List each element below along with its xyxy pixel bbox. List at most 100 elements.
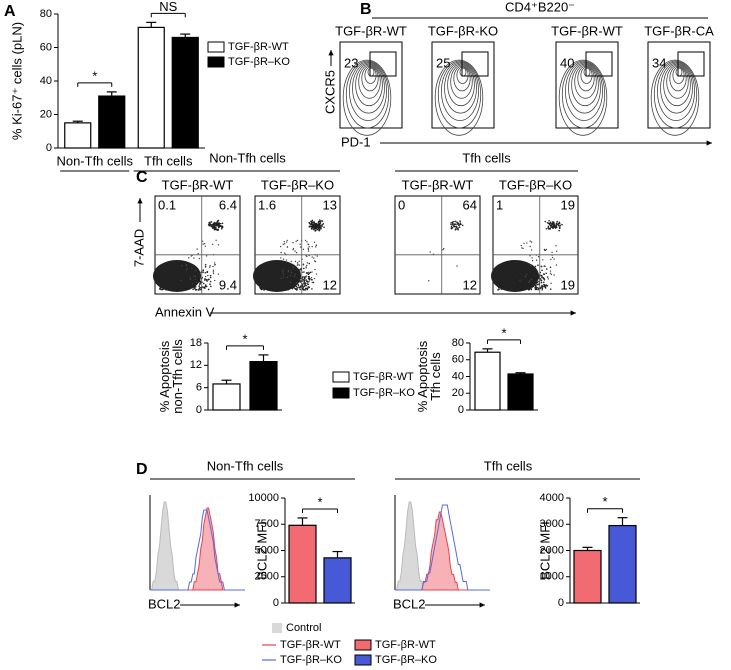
cell-dot [280, 251, 282, 254]
cell-dot [287, 287, 290, 289]
cell-dot [536, 281, 539, 284]
contour [440, 61, 479, 121]
cell-dot [185, 265, 188, 267]
cell-dot [160, 285, 162, 287]
cell-dot [199, 282, 201, 285]
cell-dot [428, 280, 430, 282]
cell-dot [535, 282, 538, 285]
plot-title: TGF-βR-KO [428, 23, 498, 38]
cell-dot [311, 271, 313, 273]
cell-dot [306, 255, 308, 258]
cell-dot [187, 269, 190, 271]
contour [571, 63, 599, 107]
cell-dot [311, 221, 314, 224]
cell-dot [450, 225, 453, 228]
cell-dot [526, 285, 528, 287]
cell-dot [260, 271, 262, 273]
cell-dot [525, 283, 528, 285]
cell-dot [299, 243, 301, 245]
cell-dot [529, 255, 531, 257]
cell-dot [203, 279, 206, 281]
cell-dot [502, 274, 504, 277]
cell-dot [182, 265, 184, 268]
cell-dot [295, 240, 297, 243]
y-axis-label: % Ki-67⁺ cells (pLN) [9, 22, 24, 140]
cell-dot [305, 275, 308, 277]
cell-dot [280, 286, 283, 288]
cell-dot [521, 265, 523, 268]
cell-dot [188, 286, 190, 288]
cell-dot [500, 276, 503, 279]
cell-dot [540, 274, 543, 277]
cell-dot [271, 288, 274, 290]
cell-dot [210, 221, 213, 223]
cell-dot [305, 287, 308, 290]
arrow-head [479, 602, 485, 608]
cell-dot [542, 259, 544, 261]
cell-dot [221, 225, 224, 228]
cell-dot [312, 281, 315, 284]
cell-dot [513, 274, 516, 277]
cell-dot [180, 277, 182, 279]
cell-dot [210, 285, 212, 288]
significance-label: * [317, 494, 322, 509]
cell-dot [507, 283, 509, 285]
cell-dot [174, 285, 176, 288]
cell-dot [196, 269, 198, 272]
cell-dot [174, 273, 176, 275]
cell-dot [537, 264, 539, 267]
cell-dot [175, 283, 178, 285]
cell-dot [459, 220, 461, 223]
panel-label: A [4, 3, 16, 20]
y-axis-label: % Apoptosis [157, 340, 172, 412]
cell-dot [279, 284, 281, 286]
cell-dot [217, 244, 220, 246]
cell-dot [517, 282, 520, 285]
cell-dot [204, 287, 206, 289]
bar [573, 549, 602, 604]
cell-dot [170, 287, 173, 289]
x-axis-label: BCL2 [148, 596, 181, 611]
histogram [395, 504, 490, 591]
cell-dot [184, 272, 187, 275]
cell-dot [283, 286, 286, 289]
y-tick-label: 20 [452, 387, 464, 399]
cell-dot [278, 278, 280, 281]
cell-dot [185, 264, 188, 266]
cell-dot [553, 274, 555, 276]
cell-dot [292, 248, 294, 251]
cell-dot [307, 283, 309, 286]
y-tick-label: 40 [40, 75, 52, 87]
cell-dot [454, 220, 457, 223]
cell-dot [285, 241, 288, 243]
cell-dot [185, 287, 187, 290]
cell-dot [259, 272, 261, 274]
cell-dot [303, 276, 306, 278]
cell-dot [159, 267, 162, 270]
cell-dot [549, 270, 552, 272]
cell-dot [163, 265, 166, 267]
cell-dot [264, 279, 267, 281]
cell-dot [503, 284, 505, 287]
cell-dot [515, 287, 518, 289]
cell-dot [517, 285, 519, 287]
legend-label: TGF-βR–KO [280, 654, 342, 666]
cell-dot [173, 287, 176, 289]
cell-dot [308, 286, 311, 289]
cell-dot [282, 276, 285, 278]
cell-dot [193, 275, 195, 277]
cell-dot [168, 279, 171, 282]
cell-dot [523, 284, 526, 286]
cell-dot [259, 283, 261, 285]
cell-dot [534, 284, 537, 287]
cell-dot [531, 277, 534, 279]
x-axis-label: PD-1 [341, 134, 371, 149]
cell-dot [497, 266, 499, 269]
cell-dot [206, 271, 209, 274]
cell-dot [294, 288, 297, 290]
cell-dot [497, 274, 499, 276]
cell-dot [455, 228, 457, 230]
cell-dot [198, 271, 201, 274]
cell-dot [217, 219, 220, 222]
cell-dot [312, 223, 314, 226]
